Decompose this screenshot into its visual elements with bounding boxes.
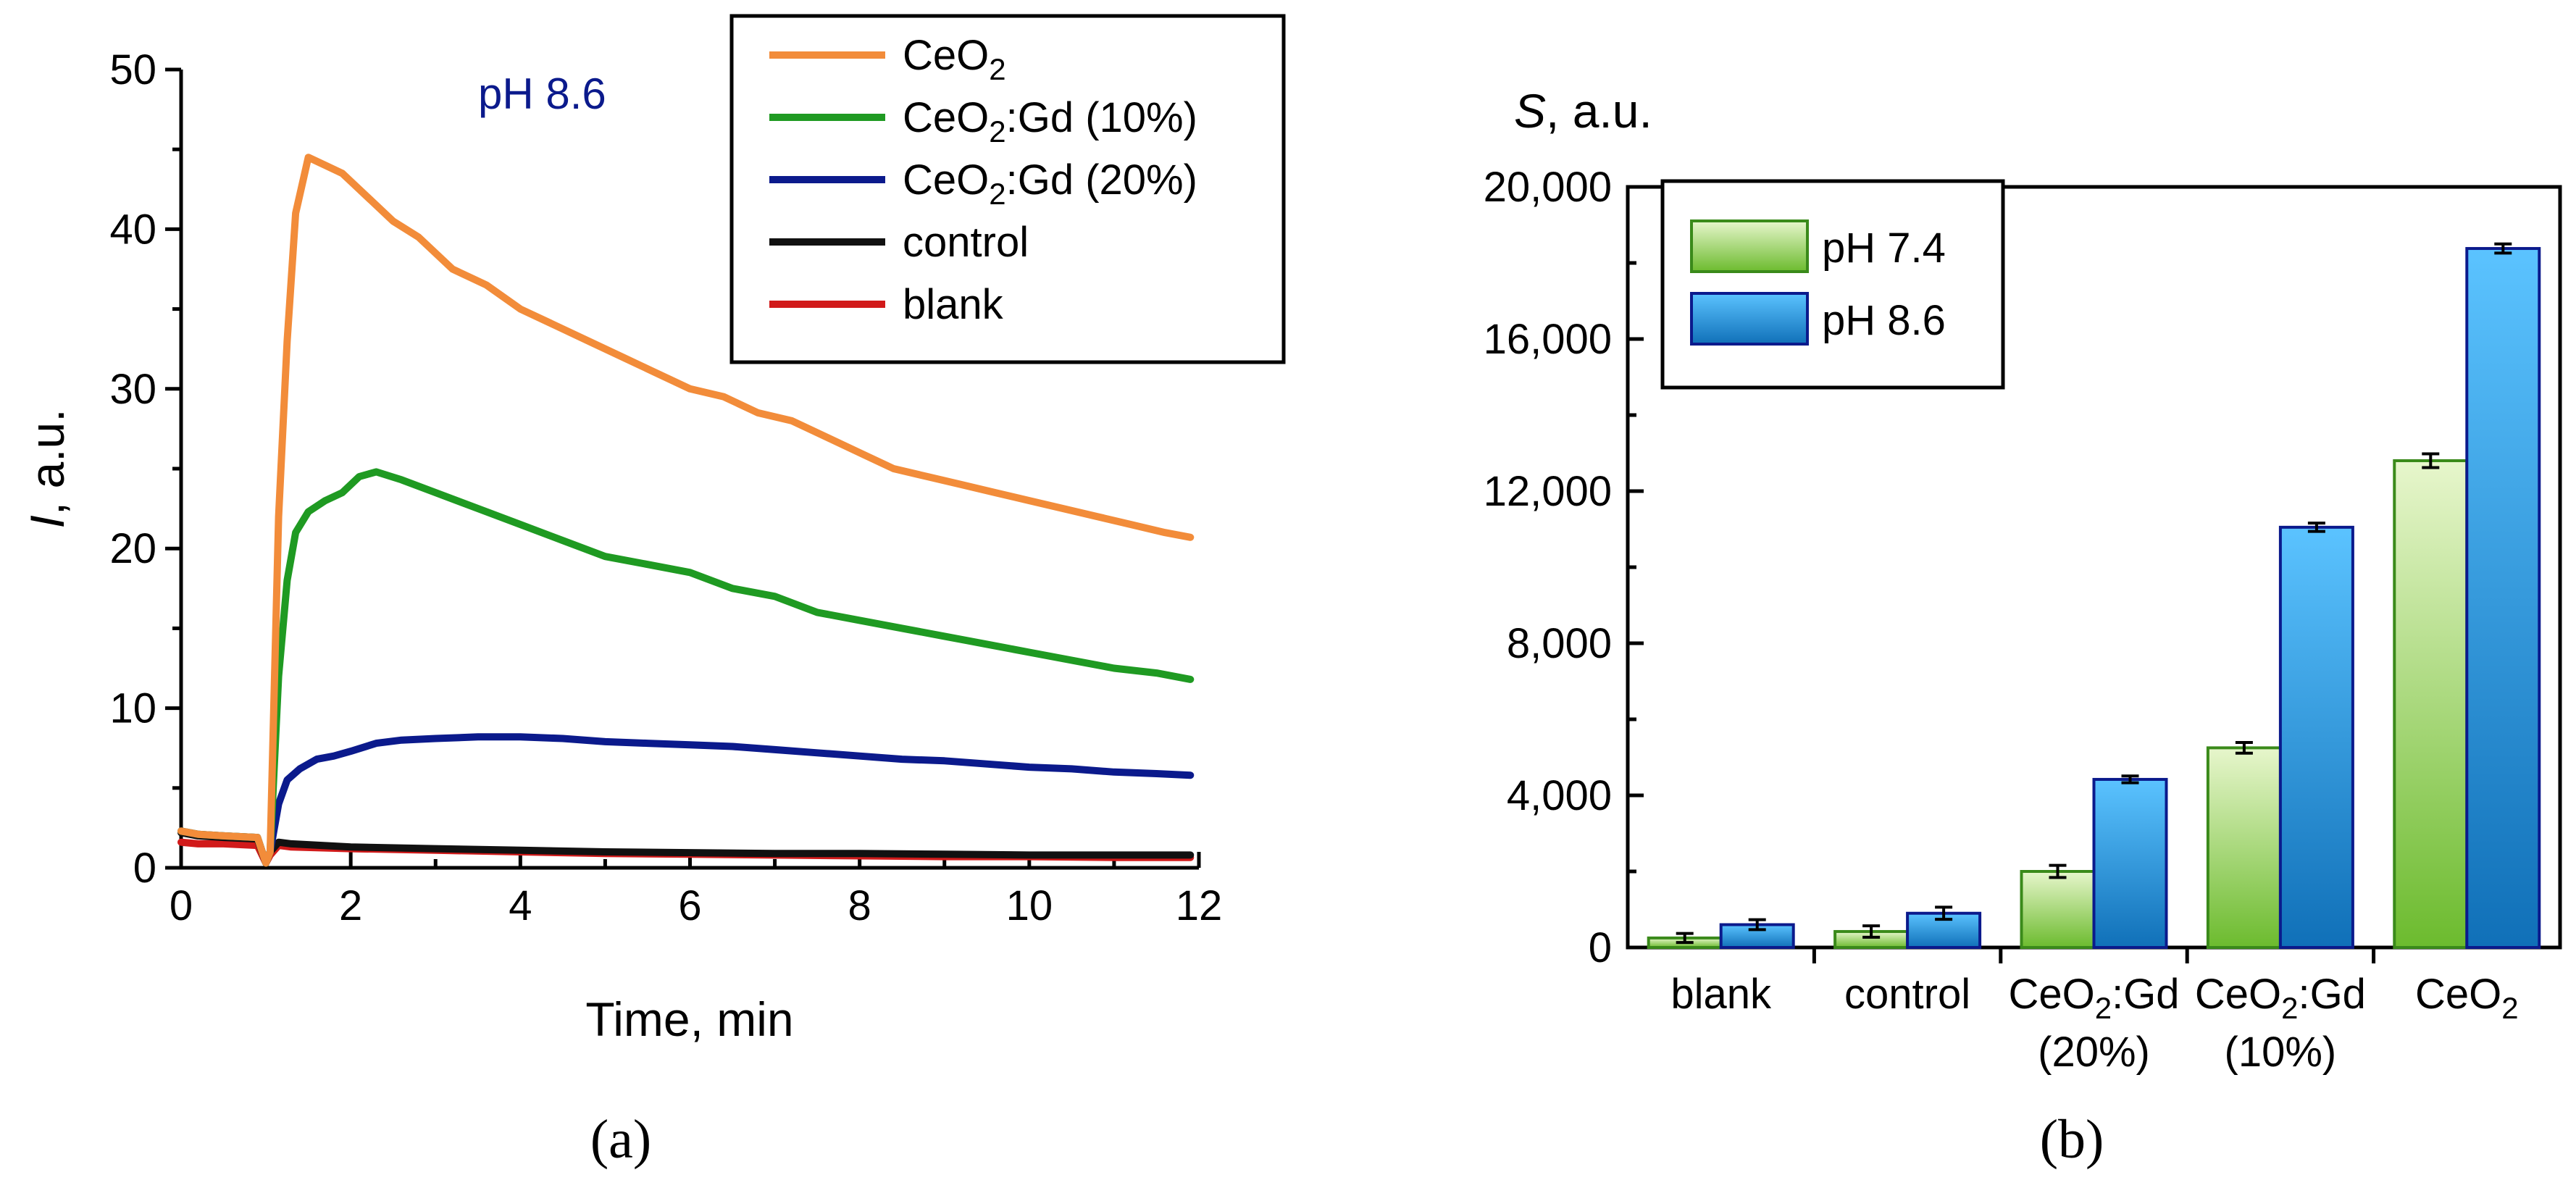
category-label-main: CeO: [2008, 971, 2094, 1018]
legend-label: blank: [903, 281, 1004, 328]
legend-swatch: [1690, 292, 1809, 346]
panel-b-y-axis-label: S, a.u.: [1514, 84, 1652, 138]
x-tick-label: 4: [509, 882, 532, 929]
panel-b-bar-chart: 0 4,000 8,000 12,000 16,000 20,000 S, a.u. pH…: [1484, 84, 2562, 1170]
panel-a-y-axis-label-unit: , a.u.: [20, 409, 74, 515]
panel-a-line-chart: 0 2 4 6 8 10 12 0 10 20 30 40 50 pH 8.6 Time, min I,…: [20, 14, 1286, 1170]
category-label-main: CeO: [2415, 971, 2501, 1018]
legend-label-main: CeO: [903, 156, 989, 204]
bar-ph-8-6: [2278, 525, 2354, 949]
series-line-control: [177, 829, 1195, 867]
legend-label-main: CeO: [903, 94, 989, 141]
legend-label: CeO2: [903, 32, 1006, 86]
ph-annotation: pH 8.6: [478, 70, 606, 118]
x-tick-label: 6: [678, 882, 701, 929]
category-label-main: control: [1844, 971, 1970, 1018]
bar-ph-7-4: [2393, 459, 2469, 949]
y-tick-label: 50: [109, 46, 156, 93]
legend-label: CeO2:Gd (10%): [903, 94, 1197, 148]
category-label: CeO2:Gd: [2008, 971, 2179, 1025]
y-tick-label: 20: [109, 525, 156, 572]
panel-a-x-axis-label: Time, min: [585, 992, 793, 1046]
panel-b-y-axis-label-unit: , a.u.: [1546, 84, 1652, 138]
legend-label-subscript: 2: [989, 177, 1005, 211]
legend-label-subscript: 2: [989, 114, 1005, 148]
panel-b-bars: [1647, 242, 2541, 949]
x-tick-label: 0: [170, 882, 193, 929]
panel-a-label: (a): [590, 1109, 651, 1170]
legend-label-subscript: 2: [989, 52, 1005, 86]
legend-label: pH 8.6: [1822, 297, 1946, 344]
legend-label: control: [903, 219, 1029, 266]
panel-a-series-lines: [177, 154, 1195, 867]
category-label-subscript: 2: [2281, 991, 2298, 1025]
bar-ph-8-6: [2465, 247, 2541, 949]
category-label-suffix: :Gd: [2298, 971, 2366, 1018]
y-tick-label: 0: [1589, 924, 1612, 971]
category-label: blank: [1670, 971, 1772, 1018]
legend-label-suffix: :Gd (20%): [1006, 156, 1197, 204]
category-label-line2: (20%): [2038, 1029, 2150, 1076]
panel-b-label-text: (b): [2040, 1109, 2104, 1170]
category-label: CeO2: [2415, 971, 2519, 1025]
category-label-subscript: 2: [2501, 991, 2518, 1025]
y-tick-label: 8,000: [1507, 620, 1612, 667]
series-line-ceo: [177, 154, 1195, 867]
panel-b-y-axis-label-symbol: S: [1514, 84, 1546, 138]
panel-b-legend: pH 7.4 pH 8.6: [1660, 179, 2005, 390]
y-tick-label: 30: [109, 366, 156, 413]
bar-ph-8-6: [1906, 911, 1982, 949]
category-label-subscript: 2: [2095, 991, 2112, 1025]
bar-ph-7-4: [2206, 746, 2282, 949]
category-label-suffix: :Gd: [2112, 971, 2180, 1018]
legend-label-main: CeO: [903, 32, 989, 79]
panel-a-y-axis-label-symbol: I: [20, 515, 74, 528]
y-tick-label: 16,000: [1484, 316, 1612, 363]
y-tick-label: 10: [109, 685, 156, 732]
category-label-main: blank: [1670, 971, 1772, 1018]
x-tick-label: 10: [1006, 882, 1053, 929]
category-label: control: [1844, 971, 1970, 1018]
category-label: CeO2:Gd: [2195, 971, 2366, 1025]
panel-b-legend-box: [1660, 179, 2005, 390]
x-tick-label: 12: [1176, 882, 1223, 929]
panel-b-label: (b): [2040, 1109, 2104, 1170]
legend-label-suffix: :Gd (10%): [1006, 94, 1197, 141]
category-label-main: CeO: [2195, 971, 2281, 1018]
panel-b-ticks: 0 4,000 8,000 12,000 16,000 20,000: [1484, 164, 2376, 971]
x-tick-label: 8: [848, 882, 871, 929]
category-label-line2: (10%): [2225, 1029, 2337, 1076]
bar-ph-8-6: [2092, 777, 2168, 949]
legend-label-main: control: [903, 219, 1029, 266]
y-tick-label: 40: [109, 206, 156, 253]
legend-label-main: blank: [903, 281, 1004, 328]
bar-ph-7-4: [2020, 870, 2096, 949]
panel-a-label-text: (a): [590, 1109, 651, 1170]
y-tick-label: 20,000: [1484, 164, 1612, 211]
panel-b-category-labels: blank control CeO2:Gd(20%)CeO2:Gd(10%)CeO2: [1670, 971, 2518, 1076]
legend-swatch: [1690, 219, 1809, 273]
x-tick-label: 2: [339, 882, 362, 929]
legend-label: CeO2:Gd (20%): [903, 156, 1197, 211]
panel-a-y-axis-label: I, a.u.: [20, 409, 74, 528]
y-tick-label: 12,000: [1484, 468, 1612, 515]
y-tick-label: 4,000: [1507, 772, 1612, 819]
legend-label: pH 7.4: [1822, 225, 1946, 272]
series-line-ceo-gd-10-: [177, 468, 1195, 867]
y-tick-label: 0: [133, 845, 156, 892]
